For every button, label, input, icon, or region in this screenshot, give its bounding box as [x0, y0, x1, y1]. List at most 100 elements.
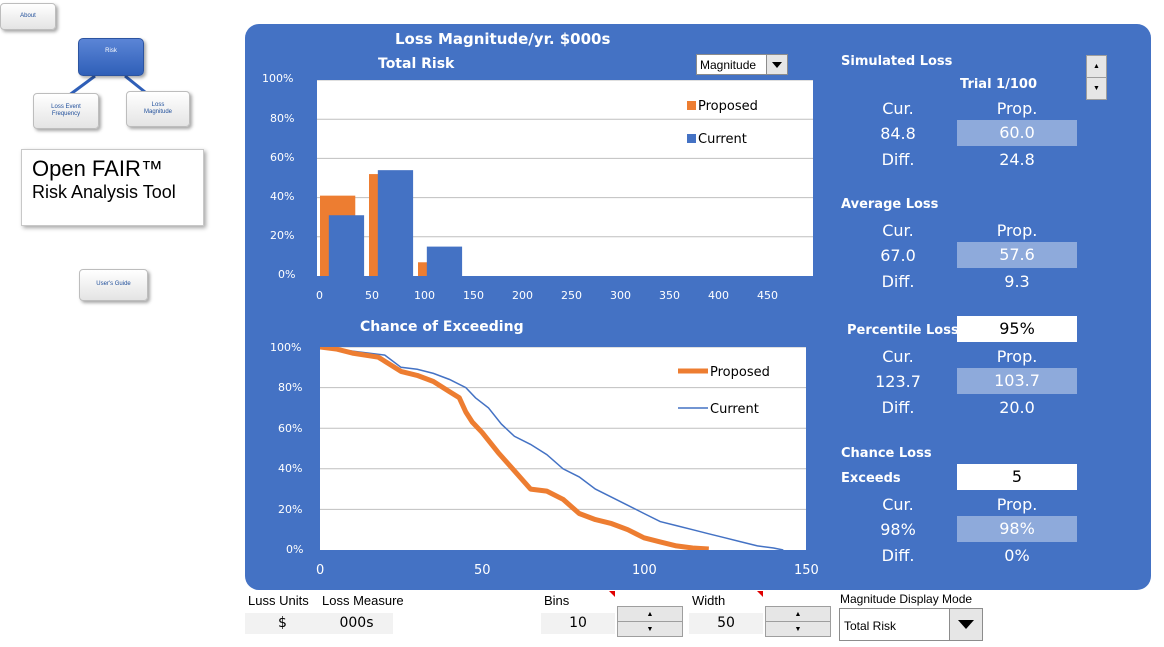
- lm-label: Loss Magnitude: [143, 101, 173, 115]
- trial-spinner[interactable]: ▲ ▼: [1086, 55, 1107, 100]
- bins-label: Bins: [544, 593, 570, 608]
- x-tick-label: 100: [632, 563, 657, 578]
- legend-current-label: Current: [710, 402, 759, 417]
- percentile-diff-value: 20.0: [999, 398, 1035, 417]
- y-tick-label: 100%: [270, 341, 302, 354]
- bins-comment-marker: [609, 591, 615, 597]
- x-tick-label: 400: [708, 289, 729, 302]
- bins-spinner[interactable]: ▲ ▼: [617, 606, 683, 637]
- x-tick-label: 50: [365, 289, 379, 302]
- width-down-icon[interactable]: ▼: [766, 621, 830, 636]
- display-mode-dropdown[interactable]: Total Risk: [839, 608, 983, 641]
- percentile-loss-title: Percentile Loss: [847, 323, 959, 338]
- y-tick-label: 40%: [270, 190, 295, 203]
- average-cur-label: Cur.: [882, 221, 914, 240]
- width-up-icon[interactable]: ▲: [794, 610, 802, 618]
- bins-down-icon[interactable]: ▼: [618, 621, 682, 636]
- chance-diff-value: 0%: [1004, 546, 1030, 565]
- legend-current-label: Current: [698, 132, 747, 147]
- spin-up-icon[interactable]: ▲: [1093, 63, 1100, 70]
- width-value: 50: [717, 615, 735, 631]
- average-diff-label: Diff.: [881, 272, 915, 291]
- chance-exceeding-xticks: 0 50 100 150: [316, 563, 819, 578]
- magnitude-dropdown[interactable]: Magnitude: [696, 54, 788, 75]
- chance-cur-label: Cur.: [882, 495, 914, 514]
- percentile-cur-label: Cur.: [882, 347, 914, 366]
- simulated-loss-title: Simulated Loss: [841, 54, 953, 69]
- average-cur-value: 67.0: [880, 246, 916, 265]
- magnitude-dropdown-value: Magnitude: [700, 58, 757, 72]
- x-tick-label: 200: [512, 289, 533, 302]
- proposed-line: [320, 347, 709, 550]
- average-diff-value: 9.3: [1004, 272, 1030, 291]
- width-comment-marker: [757, 591, 763, 597]
- plot-area: [320, 347, 806, 550]
- percentile-input[interactable]: 95%: [957, 316, 1077, 342]
- current-line: [320, 347, 784, 550]
- chance-prop-value: 98%: [957, 516, 1077, 542]
- simulated-cur-value: 84.8: [880, 124, 916, 143]
- chance-exceeding-yticks: 100% 80% 60% 40% 20% 0%: [270, 340, 312, 560]
- risk-node-button[interactable]: Risk: [78, 38, 144, 76]
- display-mode-arrow-icon[interactable]: [949, 609, 982, 640]
- bins-field[interactable]: 10: [541, 613, 615, 634]
- current-bar: [377, 170, 414, 276]
- current-bar: [426, 246, 463, 276]
- y-tick-label: 60%: [278, 422, 303, 435]
- chance-loss-title: Chance Loss: [841, 446, 932, 461]
- display-mode-value: Total Risk: [844, 619, 897, 633]
- x-tick-label: 100: [414, 289, 435, 302]
- chance-exceeds-input[interactable]: 5: [957, 464, 1077, 490]
- chance-diff-label: Diff.: [881, 546, 915, 565]
- legend-proposed-label: Proposed: [698, 99, 758, 114]
- x-tick-label: 50: [474, 563, 491, 578]
- x-tick-label: 0: [316, 563, 325, 578]
- about-button[interactable]: About: [0, 3, 56, 30]
- x-tick-label: 250: [561, 289, 582, 302]
- chance-exceeding-chart: Proposed Current: [320, 347, 806, 550]
- y-tick-label: 20%: [278, 503, 303, 516]
- y-tick-label: 0%: [278, 268, 296, 281]
- loss-magnitude-button[interactable]: Loss Magnitude: [126, 91, 190, 127]
- lef-label: Loss Event Frequency: [51, 103, 81, 117]
- chance-prop-label: Prop.: [996, 495, 1038, 514]
- loss-measure-value: 000s: [339, 615, 374, 631]
- current-bar: [328, 215, 365, 276]
- x-tick-label: 150: [463, 289, 484, 302]
- width-spinner[interactable]: ▲ ▼: [765, 606, 831, 637]
- loss-measure-field[interactable]: 000s: [320, 613, 393, 634]
- panel-title: Loss Magnitude/yr. $000s: [395, 30, 611, 48]
- x-tick-label: 300: [610, 289, 631, 302]
- bins-up-icon[interactable]: ▲: [646, 610, 654, 618]
- app-title-box: Open FAIR™ Risk Analysis Tool: [21, 149, 204, 226]
- exceeds-title: Exceeds: [841, 471, 901, 486]
- y-tick-label: 20%: [270, 229, 295, 242]
- x-tick-label: 350: [659, 289, 680, 302]
- y-tick-label: 100%: [262, 72, 294, 85]
- loss-event-frequency-button[interactable]: Loss Event Frequency: [33, 93, 99, 129]
- loss-units-field[interactable]: $: [245, 613, 320, 634]
- app-title-line1: Open FAIR™: [32, 156, 163, 181]
- app-title-line2: Risk Analysis Tool: [32, 182, 176, 202]
- legend-proposed-swatch: [687, 101, 696, 110]
- x-tick-label: 0: [316, 289, 323, 302]
- total-risk-title: Total Risk: [378, 56, 455, 72]
- legend-proposed-label: Proposed: [710, 365, 770, 380]
- width-label: Width: [692, 593, 726, 608]
- total-risk-yticks: 100% 80% 60% 40% 20% 0%: [262, 72, 304, 284]
- display-mode-label: Magnitude Display Mode: [840, 592, 973, 606]
- loss-units-label: Luss Units: [248, 593, 309, 608]
- trial-label: Trial 1/100: [960, 77, 1037, 92]
- spin-down-icon[interactable]: ▼: [1087, 77, 1106, 99]
- dropdown-arrow-icon[interactable]: [766, 55, 787, 74]
- chance-cur-value: 98%: [880, 520, 916, 539]
- width-field[interactable]: 50: [689, 613, 763, 634]
- total-risk-xticks: 0 50 100 150 200 250 300 350 400 450: [316, 289, 813, 303]
- percentile-prop-label: Prop.: [996, 347, 1038, 366]
- x-tick-label: 150: [794, 563, 819, 578]
- simulated-prop-label: Prop.: [996, 99, 1038, 118]
- total-risk-chart: Proposed Current: [317, 80, 813, 276]
- y-tick-label: 80%: [278, 381, 303, 394]
- y-tick-label: 60%: [270, 151, 295, 164]
- users-guide-button[interactable]: User's Guide: [79, 269, 148, 301]
